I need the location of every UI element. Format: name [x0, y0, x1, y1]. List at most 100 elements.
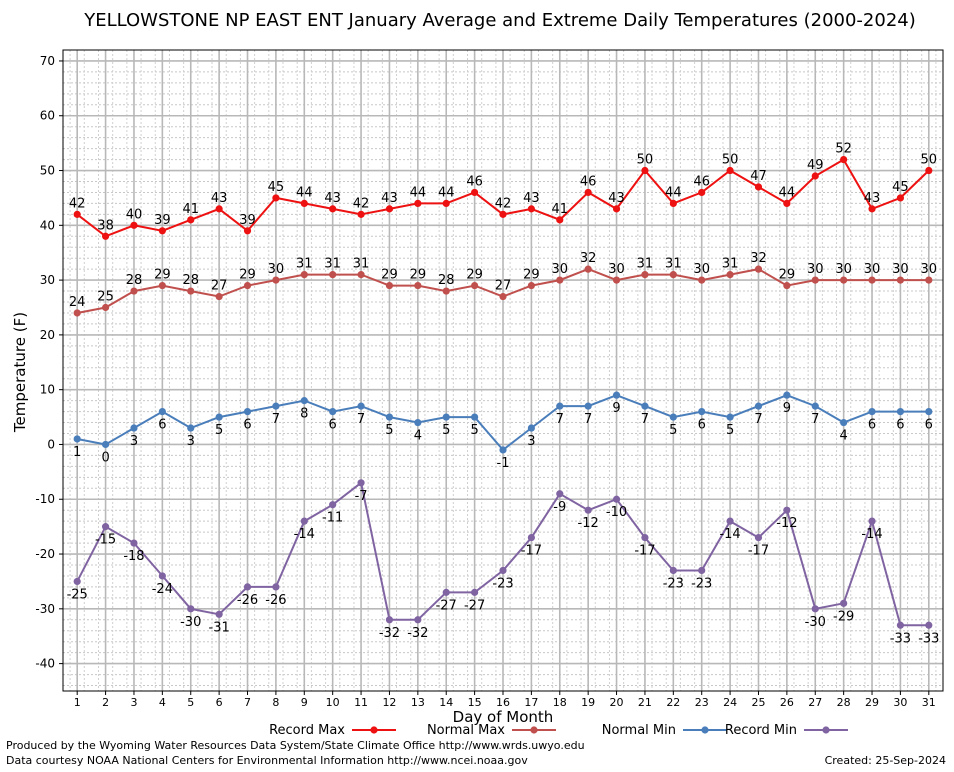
data-point-record-min: [243, 583, 252, 591]
data-point-normal-min: [499, 446, 507, 454]
legend-label-normal-min: Normal Min: [602, 723, 676, 738]
x-tick-label: 31: [922, 696, 936, 709]
data-label-record-max: 43: [381, 191, 398, 206]
data-label-record-max: 43: [211, 191, 228, 206]
data-label-normal-min: 9: [783, 401, 791, 416]
data-label-normal-min: 7: [556, 412, 564, 427]
data-point-record-min: [840, 599, 848, 607]
data-label-record-max: 45: [892, 180, 909, 195]
data-point-record-max: [187, 216, 195, 224]
data-label-normal-max: 30: [807, 262, 824, 277]
data-label-normal-min: 7: [811, 412, 819, 427]
data-label-normal-min: 3: [130, 434, 138, 449]
x-tick-label: 17: [524, 696, 538, 709]
data-point-record-max: [101, 232, 110, 240]
data-label-record-max: 40: [126, 207, 143, 222]
data-point-record-min: [187, 605, 195, 613]
data-label-normal-max: 30: [268, 262, 285, 277]
x-tick-label: 22: [666, 696, 680, 709]
data-label-normal-min: 7: [272, 412, 280, 427]
data-label-normal-max: 31: [353, 257, 370, 272]
data-label-normal-min: 3: [187, 434, 195, 449]
x-tick-label: 27: [808, 696, 822, 709]
data-label-record-max: 42: [495, 196, 512, 211]
data-point-record-min: [698, 566, 706, 575]
y-tick-label: -10: [35, 492, 55, 506]
data-point-record-max: [357, 210, 365, 218]
data-point-record-min: [868, 517, 876, 525]
data-point-record-max: [584, 188, 592, 197]
data-label-record-min: -14: [861, 527, 882, 542]
data-label-normal-max: 29: [381, 268, 398, 283]
data-point-record-min: [925, 621, 933, 629]
data-label-normal-max: 29: [523, 268, 540, 283]
data-point-record-min: [754, 533, 763, 542]
data-point-normal-max: [101, 303, 110, 312]
data-point-record-min: [385, 616, 394, 624]
legend-marker-record-max: [370, 726, 378, 734]
data-point-record-min: [669, 566, 677, 575]
data-label-normal-max: 31: [324, 257, 341, 272]
data-point-normal-min: [556, 402, 564, 410]
data-point-record-min: [272, 583, 280, 591]
legend-label-record-min: Record Min: [725, 723, 797, 738]
data-label-record-max: 50: [637, 153, 654, 168]
x-tick-label: 20: [610, 696, 624, 709]
y-tick-label: -20: [35, 547, 55, 561]
data-label-normal-min: 4: [840, 429, 848, 444]
data-point-record-max: [130, 221, 138, 229]
data-point-record-max: [925, 166, 933, 175]
data-label-normal-max: 31: [637, 257, 654, 272]
data-point-record-min: [811, 605, 819, 613]
data-label-normal-max: 28: [182, 273, 199, 288]
data-label-record-min: -12: [776, 516, 797, 531]
data-label-record-min: -25: [67, 587, 88, 602]
x-tick-label: 7: [244, 696, 251, 709]
data-label-normal-max: 30: [608, 262, 625, 277]
data-label-record-max: 45: [268, 180, 285, 195]
chart-title: YELLOWSTONE NP EAST ENT January Average …: [83, 10, 916, 31]
data-label-record-max: 41: [552, 202, 569, 217]
data-label-record-max: 44: [665, 185, 682, 200]
data-point-normal-min: [158, 407, 166, 416]
data-point-normal-max: [73, 309, 81, 317]
data-label-normal-min: 5: [215, 423, 223, 438]
data-label-record-max: 43: [864, 191, 881, 206]
x-tick-label: 2: [102, 696, 109, 709]
data-label-record-min: -26: [237, 593, 258, 608]
data-label-normal-min: -1: [497, 456, 510, 471]
data-point-record-min: [783, 506, 791, 514]
data-label-normal-min: 5: [669, 423, 677, 438]
data-point-record-max: [442, 199, 450, 208]
data-label-record-min: -32: [407, 626, 428, 641]
data-label-record-min: -17: [748, 544, 769, 559]
data-point-normal-min: [243, 407, 252, 416]
data-point-normal-min: [101, 440, 110, 449]
data-point-normal-min: [783, 391, 791, 399]
data-label-normal-min: 7: [641, 412, 649, 427]
data-label-record-min: -23: [663, 576, 684, 591]
data-point-record-max: [811, 172, 819, 180]
data-point-normal-min: [698, 407, 706, 416]
y-tick-label: 0: [47, 437, 55, 451]
data-point-normal-max: [215, 292, 223, 301]
plot-frame: [62, 49, 944, 692]
data-point-normal-min: [811, 402, 819, 410]
legend-marker-normal-max: [530, 726, 538, 734]
footer-producer: Produced by the Wyoming Water Resources …: [6, 739, 585, 752]
data-point-normal-max: [385, 281, 394, 290]
data-point-normal-max: [896, 276, 905, 284]
data-label-normal-min: 3: [527, 434, 535, 449]
data-label-normal-max: 32: [580, 251, 597, 266]
y-tick-label: 40: [40, 218, 55, 232]
data-label-normal-min: 6: [158, 418, 166, 433]
data-point-normal-max: [357, 271, 365, 279]
data-label-normal-min: 5: [726, 423, 734, 438]
data-point-normal-max: [698, 276, 706, 284]
data-label-record-min: -27: [436, 598, 457, 613]
data-point-normal-min: [187, 424, 195, 432]
data-label-record-max: 47: [750, 169, 767, 184]
data-point-normal-min: [641, 402, 649, 410]
data-point-record-max: [726, 166, 734, 175]
